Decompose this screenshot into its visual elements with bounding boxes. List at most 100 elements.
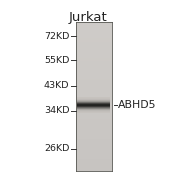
Bar	[76, 38, 112, 39]
Bar	[76, 98, 112, 99]
Bar	[76, 69, 112, 70]
Bar	[76, 116, 112, 118]
Bar	[76, 151, 112, 152]
Bar	[76, 29, 112, 30]
Bar	[76, 93, 112, 94]
Bar	[76, 43, 112, 44]
Bar	[76, 78, 112, 79]
Bar	[76, 141, 112, 142]
Bar	[76, 94, 112, 95]
Bar	[77, 105, 110, 106]
Bar	[76, 25, 112, 27]
Bar	[76, 134, 112, 135]
Bar	[76, 120, 112, 121]
Bar	[76, 156, 112, 157]
Bar	[77, 97, 110, 98]
Bar	[76, 160, 112, 161]
Bar	[76, 44, 112, 45]
Bar	[76, 57, 112, 58]
Bar	[76, 124, 112, 125]
Bar	[76, 58, 112, 59]
Bar	[76, 95, 112, 96]
Text: ABHD5: ABHD5	[118, 100, 156, 110]
Bar	[77, 109, 110, 110]
Bar	[76, 149, 112, 150]
Bar	[76, 89, 112, 90]
Bar	[77, 101, 110, 102]
Bar	[76, 104, 112, 105]
Bar	[76, 122, 112, 124]
Bar	[76, 96, 112, 98]
Bar	[76, 46, 112, 48]
Bar	[76, 85, 112, 86]
Bar	[76, 71, 112, 73]
Bar	[76, 48, 112, 49]
Bar	[76, 167, 112, 168]
Bar	[76, 84, 112, 85]
Bar	[76, 103, 112, 104]
Bar	[76, 75, 112, 76]
Bar	[77, 100, 110, 101]
Bar	[76, 162, 112, 163]
Bar	[76, 165, 112, 166]
Bar	[76, 137, 112, 139]
Bar	[76, 83, 112, 84]
Bar	[76, 63, 112, 64]
Bar	[76, 66, 112, 68]
Bar	[77, 106, 110, 107]
Bar	[76, 68, 112, 69]
Bar	[76, 34, 112, 35]
Bar	[76, 28, 112, 29]
Bar	[76, 127, 112, 129]
Bar	[76, 159, 112, 160]
Bar	[76, 23, 112, 24]
Bar	[76, 31, 112, 33]
Bar	[76, 45, 112, 46]
Bar	[76, 60, 112, 61]
Bar	[76, 86, 112, 88]
Text: 43KD: 43KD	[44, 81, 69, 90]
Bar	[76, 157, 112, 159]
Bar	[76, 144, 112, 145]
Bar	[76, 140, 112, 141]
Bar	[76, 64, 112, 65]
Bar	[76, 132, 112, 134]
Bar	[76, 112, 112, 114]
Bar	[77, 108, 110, 109]
Bar	[76, 100, 112, 101]
Bar	[76, 155, 112, 156]
Bar	[76, 39, 112, 40]
Bar	[76, 91, 112, 93]
Bar	[76, 70, 112, 71]
Bar	[76, 142, 112, 144]
Bar	[76, 147, 112, 149]
Bar	[76, 22, 112, 23]
Bar	[76, 161, 112, 162]
Bar	[76, 37, 112, 38]
Bar	[76, 154, 112, 155]
Bar	[76, 107, 112, 109]
Text: Jurkat: Jurkat	[68, 11, 107, 24]
Bar	[76, 90, 112, 91]
Bar	[76, 146, 112, 147]
Bar	[76, 114, 112, 115]
Bar	[76, 59, 112, 60]
Bar	[76, 55, 112, 57]
Bar	[76, 131, 112, 132]
Bar	[76, 65, 112, 66]
Bar	[77, 107, 110, 108]
Bar	[76, 76, 112, 78]
Bar	[76, 53, 112, 54]
Bar	[76, 111, 112, 112]
Bar	[77, 110, 110, 111]
Bar	[76, 135, 112, 136]
Bar	[76, 136, 112, 137]
Bar	[76, 152, 112, 154]
Bar	[76, 106, 112, 107]
Bar	[76, 99, 112, 100]
Bar	[76, 110, 112, 111]
Bar	[76, 81, 112, 83]
Bar	[76, 30, 112, 32]
Bar	[77, 102, 110, 103]
Bar	[76, 40, 112, 42]
